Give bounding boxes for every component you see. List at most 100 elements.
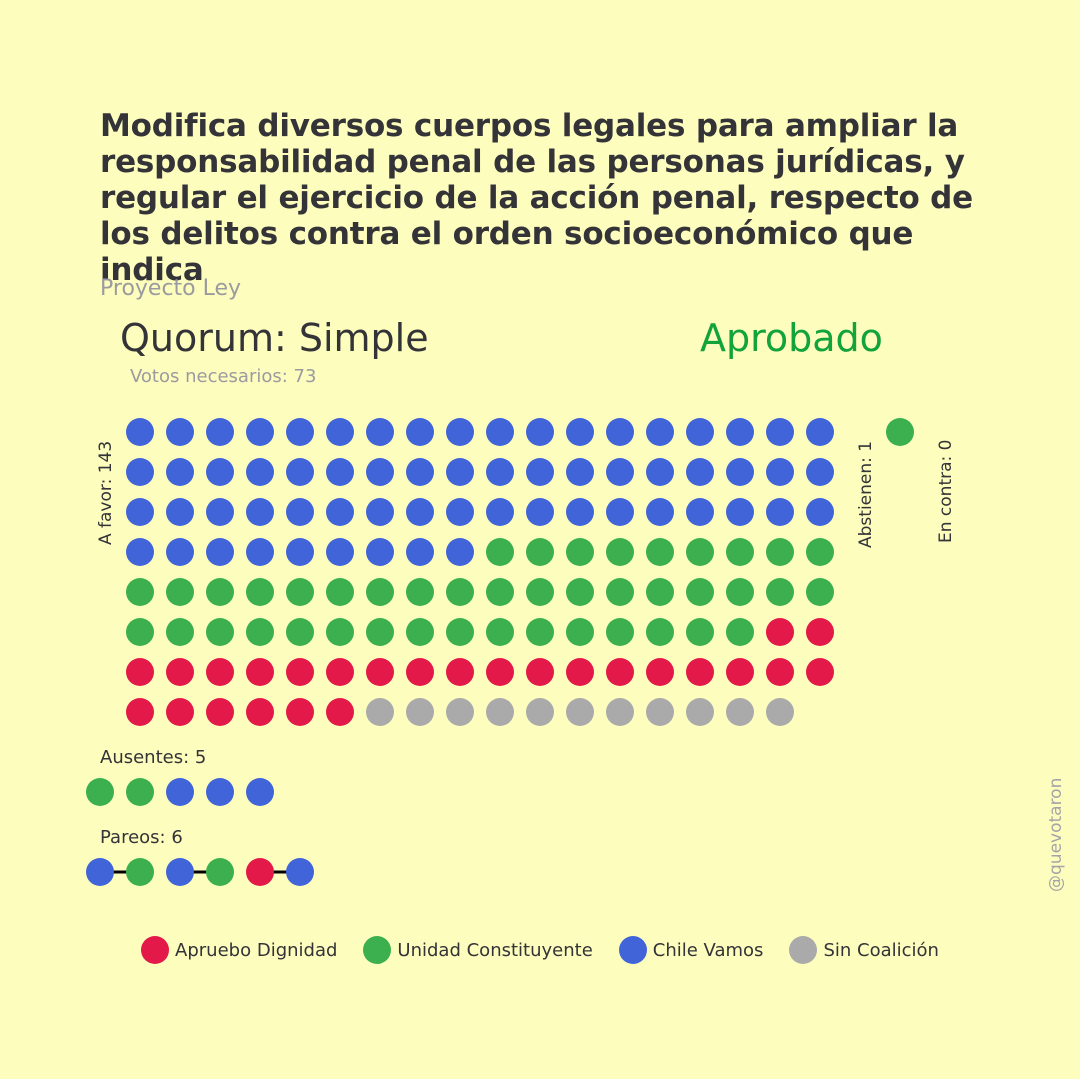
ausente-dot [166,778,194,806]
a-favor-dot [166,498,194,526]
a-favor-dot [166,578,194,606]
a-favor-dot [486,418,514,446]
a-favor-dot [686,658,714,686]
a-favor-dot [686,698,714,726]
a-favor-dot [646,698,674,726]
a-favor-dot [486,498,514,526]
a-favor-dot [366,658,394,686]
a-favor-dot [686,578,714,606]
a-favor-dot [686,618,714,646]
a-favor-dot [286,618,314,646]
a-favor-dot [126,578,154,606]
a-favor-dot [126,618,154,646]
a-favor-dot [806,418,834,446]
a-favor-dot [446,458,474,486]
legend-item: Unidad Constituyente [363,936,593,964]
ausente-dot [126,778,154,806]
a-favor-dot [126,458,154,486]
a-favor-dot [446,578,474,606]
a-favor-dot [766,418,794,446]
a-favor-dot [446,658,474,686]
a-favor-dot [206,578,234,606]
a-favor-dot [486,698,514,726]
a-favor-dot [726,658,754,686]
legend-item: Chile Vamos [618,936,764,964]
a-favor-dot [526,538,554,566]
a-favor-dot [606,578,634,606]
a-favor-dot [606,458,634,486]
a-favor-dot [326,578,354,606]
a-favor-dot [446,538,474,566]
a-favor-dot [286,498,314,526]
a-favor-dot [766,658,794,686]
a-favor-dot [566,698,594,726]
pareo-dot [286,858,314,886]
bill-type: Proyecto Ley [100,276,242,301]
a-favor-dot [606,538,634,566]
pareo-dot [86,858,114,886]
a-favor-dot [726,458,754,486]
a-favor-dot [206,418,234,446]
result-status: Aprobado [700,316,883,360]
a-favor-dot [726,578,754,606]
a-favor-dot [126,418,154,446]
a-favor-dot [566,618,594,646]
a-favor-dot [526,618,554,646]
a-favor-dot [286,698,314,726]
a-favor-dot [766,538,794,566]
a-favor-dot [166,658,194,686]
a-favor-dot [166,618,194,646]
a-favor-dot [406,658,434,686]
a-favor-dot [486,658,514,686]
a-favor-dot [446,618,474,646]
a-favor-dot [366,418,394,446]
a-favor-dot [286,418,314,446]
a-favor-dot [246,578,274,606]
a-favor-dot [686,418,714,446]
a-favor-dot [806,618,834,646]
legend-item: Sin Coalición [789,936,939,964]
a-favor-dot [126,498,154,526]
pareo-dot [246,858,274,886]
a-favor-dot [326,458,354,486]
a-favor-dot [566,538,594,566]
a-favor-dot [246,418,274,446]
legend-swatch [618,936,647,964]
a-favor-dot [166,418,194,446]
a-favor-dot [206,538,234,566]
a-favor-dot [366,458,394,486]
legend-label: Apruebo Dignidad [175,939,338,961]
a-favor-dot [366,618,394,646]
a-favor-dot [646,418,674,446]
a-favor-dot [646,578,674,606]
a-favor-dot [486,458,514,486]
ausentes-label: Ausentes: 5 [100,747,207,768]
a-favor-dot [766,698,794,726]
a-favor-dot [446,418,474,446]
a-favor-dot [766,618,794,646]
a-favor-dot [246,458,274,486]
a-favor-dot [366,498,394,526]
a-favor-dot [406,618,434,646]
a-favor-dot [566,498,594,526]
legend-swatch [363,936,392,964]
a-favor-dot [646,458,674,486]
a-favor-dot [206,698,234,726]
ausente-dot [206,778,234,806]
a-favor-dot [126,698,154,726]
a-favor-dot [286,538,314,566]
legend-swatch [141,936,170,964]
a-favor-dot [486,538,514,566]
legend-label: Chile Vamos [652,939,764,961]
a-favor-dot [286,578,314,606]
a-favor-dot [366,698,394,726]
a-favor-dot [406,458,434,486]
a-favor-dot [526,578,554,606]
a-favor-dot [206,658,234,686]
pareo-dot [126,858,154,886]
a-favor-dot [606,698,634,726]
a-favor-dot [566,578,594,606]
a-favor-dot [406,498,434,526]
pareo-dot [206,858,234,886]
